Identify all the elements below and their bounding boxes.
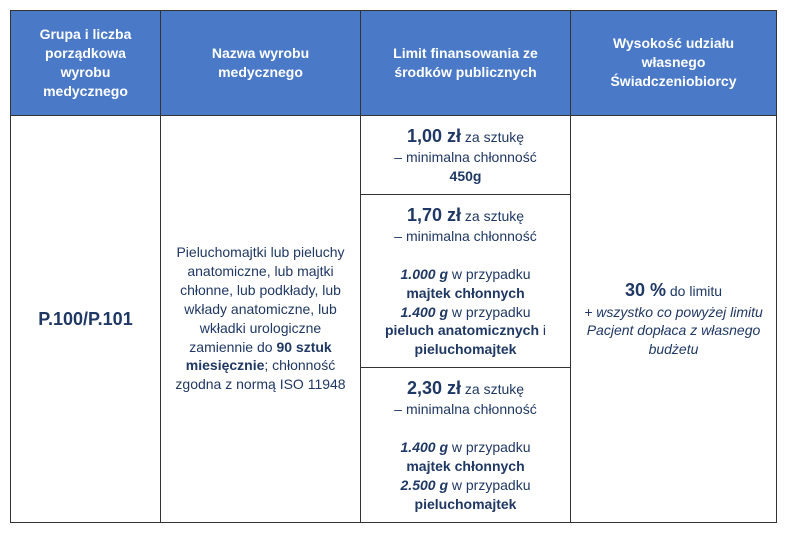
limit3-per: za sztukę <box>465 381 524 397</box>
limit3-t1: w przypadku <box>448 439 530 455</box>
cell-share: 30 % do limitu + wszystko co powyżej lim… <box>571 115 777 522</box>
limit2-w1: 1.000 g <box>401 266 448 282</box>
table-header-row: Grupa i liczba porządkowa wyrobu medyczn… <box>11 11 777 116</box>
funding-table: Grupa i liczba porządkowa wyrobu medyczn… <box>10 10 777 523</box>
limit2-w2: 1.400 g <box>401 304 448 320</box>
limit2-price: 1,70 zł <box>407 205 461 225</box>
limit2-t2: w przypadku <box>448 304 530 320</box>
limit2-and: i <box>539 322 546 338</box>
limit1-per: za sztukę <box>465 129 524 145</box>
limit2-per: za sztukę <box>465 208 524 224</box>
limit3-sub: – minimalna chłonność <box>394 401 536 417</box>
limit1-weight: 450g <box>450 168 482 184</box>
header-limit: Limit finansowania ze środków publicznyc… <box>361 11 571 116</box>
limit3-price: 2,30 zł <box>407 378 461 398</box>
limit1-price: 1,00 zł <box>407 126 461 146</box>
product-code: P.100/P.101 <box>38 309 132 329</box>
share-percent: 30 % <box>625 280 666 300</box>
share-tail: do limitu <box>666 283 722 299</box>
header-group: Grupa i liczba porządkowa wyrobu medyczn… <box>11 11 161 116</box>
header-share: Wysokość udziału własnego Świadczeniobio… <box>571 11 777 116</box>
header-name: Nazwa wyrobu medycznego <box>161 11 361 116</box>
limit3-w1: 1.400 g <box>401 439 448 455</box>
limit2-sub: – minimalna chłonność <box>394 228 536 244</box>
limit2-p1: majtek chłonnych <box>406 285 524 301</box>
cell-limit-2: 1,70 zł za sztukę – minimalna chłonność … <box>361 194 571 368</box>
limit2-p2: pieluch anatomicznych <box>385 322 539 338</box>
limit2-t1: w przypadku <box>448 266 530 282</box>
limit2-p3: pieluchomajtek <box>415 341 517 357</box>
cell-code: P.100/P.101 <box>11 115 161 522</box>
cell-limit-1: 1,00 zł za sztukę – minimalna chłonność … <box>361 115 571 194</box>
limit3-t2: w przypadku <box>448 477 530 493</box>
limit3-p1: majtek chłonnych <box>406 458 524 474</box>
limit3-w2: 2.500 g <box>401 477 448 493</box>
table-row: P.100/P.101 Pieluchomajtki lub pieluchy … <box>11 115 777 194</box>
limit3-p2: pieluchomajtek <box>415 496 517 512</box>
limit1-sub: – minimalna chłonność <box>394 149 536 165</box>
share-note: + wszystko co powyżej limitu Pacjent dop… <box>584 304 763 358</box>
cell-product-name: Pieluchomajtki lub pieluchy anatomiczne,… <box>161 115 361 522</box>
cell-limit-3: 2,30 zł za sztukę – minimalna chłonność … <box>361 368 571 523</box>
